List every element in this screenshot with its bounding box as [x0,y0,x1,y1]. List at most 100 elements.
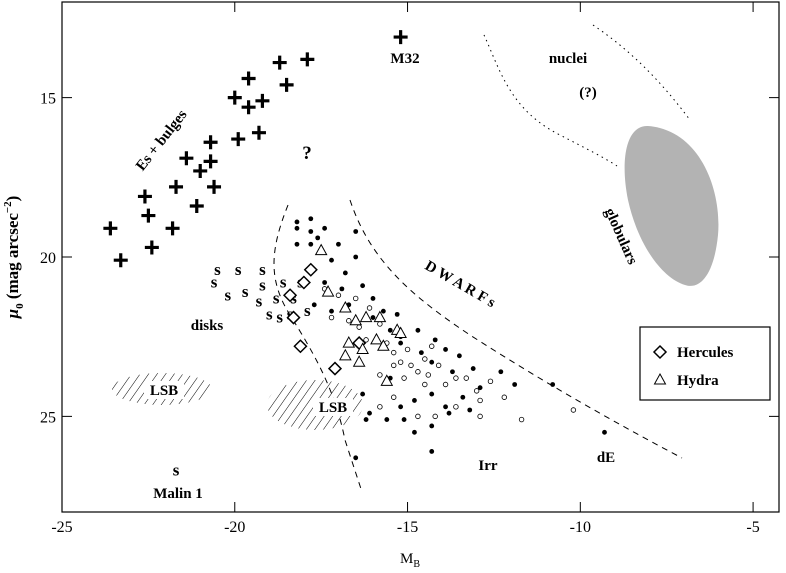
open-dot [397,359,404,365]
annotation: nuclei [549,51,587,67]
plus-marker [241,100,256,115]
dot [360,391,366,397]
open-dot [377,321,383,327]
disk-marker: s [235,260,242,279]
dot [322,225,328,231]
open-dot [377,404,383,410]
open-dot [401,375,407,381]
disk-marker: s [173,461,180,480]
plus-marker [169,179,184,194]
dot [384,417,390,422]
dot [429,391,435,397]
plus-marker [207,179,222,194]
disk-marker: s [276,308,283,327]
y-label-main: μ [3,309,22,319]
label-bg [313,398,353,416]
dot [412,429,417,435]
x-tick-label: -20 [224,519,245,536]
open-dot [415,369,421,375]
disk-marker: s [214,260,221,279]
open-dot [463,375,469,381]
dot [311,302,317,308]
triangle-marker [338,348,352,361]
disk-marker: s [259,276,266,295]
disk-marker: s [242,282,249,301]
diamond-marker [286,310,301,325]
open-dot [518,416,525,423]
dot [401,417,407,422]
open-dot [422,356,428,362]
diamond-marker [327,361,343,376]
open-dot [477,413,483,420]
dot [329,308,334,314]
dot [456,353,462,359]
open-dot [453,375,459,381]
diamond-marker [303,262,318,277]
open-dot [404,346,411,353]
annotation: (?) [579,85,597,101]
triangle-marker [349,313,363,326]
dot [370,296,376,301]
triangle-marker [373,310,387,323]
disk-marker: s [273,288,280,307]
open-dot [391,349,397,356]
open-dot [432,413,438,420]
plus-marker [300,52,315,67]
y-label-end: ) [3,196,22,202]
plus-marker [189,199,204,213]
dot [308,216,314,222]
dot [294,219,300,225]
dot [294,241,300,247]
x-tick-label: -10 [570,519,591,536]
open-dot [328,314,335,321]
dot [353,455,359,461]
plus-marker [272,55,287,70]
disk-marker: s [256,292,263,311]
open-dot [415,413,421,420]
triangle-marker [377,339,390,351]
dot [429,359,435,365]
open-dot [346,318,352,324]
dot [512,382,518,387]
dot [322,280,328,285]
plus-marker [113,253,128,268]
open-dot [422,381,428,388]
open-dot [501,394,507,400]
diamond-marker [282,288,298,303]
dot [308,241,314,247]
dot [418,350,424,356]
disk-marker: s [225,285,232,304]
plus-marker [203,154,218,169]
plus-marker [137,189,152,204]
globular-region [624,125,719,286]
dot [412,398,417,403]
annotation: Irr [478,458,497,474]
dot [367,410,372,416]
legend [639,326,771,401]
open-dot [408,362,414,369]
dot [329,257,334,263]
dot [380,308,386,314]
dot [398,404,404,410]
dot [602,429,607,435]
triangle-marker [352,355,366,367]
plus-marker [193,163,208,178]
plus-marker [241,71,256,86]
plus-marker [203,135,218,150]
annotation: ? [302,143,312,164]
open-dot [435,362,442,369]
dot [550,382,556,387]
triangle-marker [314,243,328,256]
disk-marker: s [266,304,273,323]
dot [336,241,341,247]
dot [432,337,438,343]
plus-marker [144,240,159,255]
triangle-marker [380,374,394,386]
open-dot [391,362,397,369]
dot [370,315,376,320]
triangle-marker [394,326,407,338]
dot [353,229,359,234]
annotation: Malin 1 [153,486,203,502]
dot [498,369,504,375]
dot [342,270,348,276]
